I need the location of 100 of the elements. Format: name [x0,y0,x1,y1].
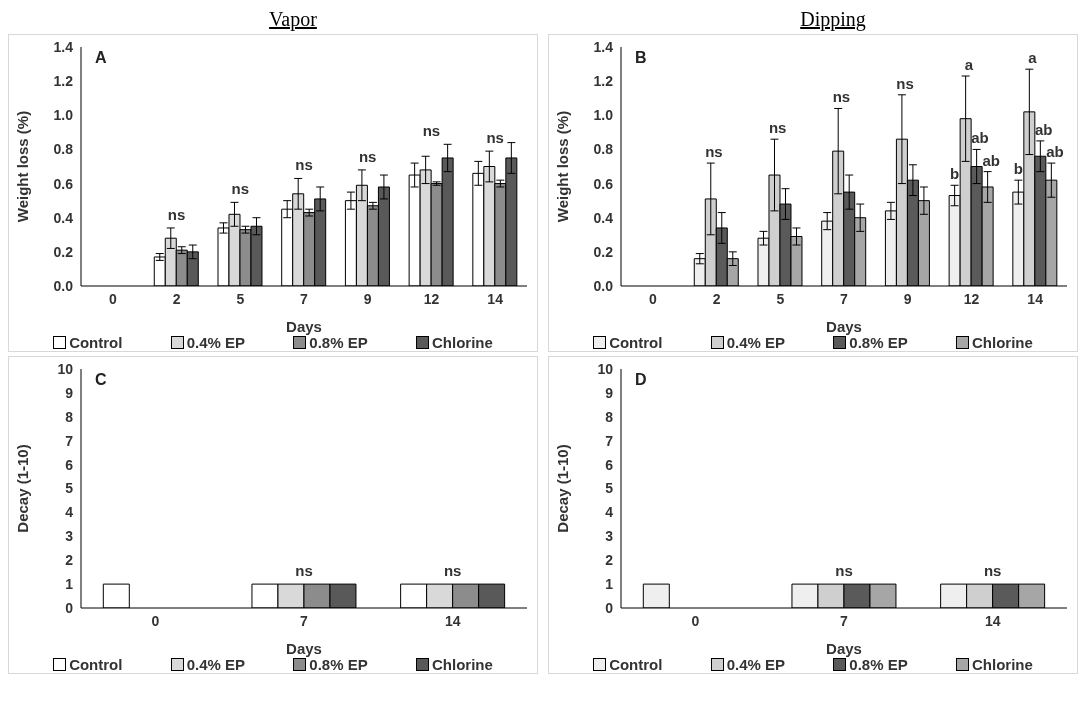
x-tick-label: 2 [172,290,181,307]
x-tick-label: 0 [151,612,160,629]
annotation: ns [443,562,462,580]
x-tick-label: 5 [776,290,785,307]
y-tick-label: 1 [605,576,614,593]
y-tick-label: 0 [65,599,74,616]
y-tick-label: 1.0 [593,107,614,124]
data-label: ns [705,143,723,161]
y-tick-label: 6 [605,456,614,473]
chart-title: Dipping [799,8,867,33]
legend-label: Control [68,656,123,673]
x-tick-label: 14 [1027,290,1044,307]
y-axis-title: Weight loss (%) [554,110,572,223]
x-tick-label: 0 [108,290,117,307]
legend-label: 0.8% EP [849,656,908,673]
y-tick-label: 3 [65,528,74,545]
annotation: ns [486,129,504,147]
y-tick-label: 6 [65,456,74,473]
y-tick-label: 1.0 [53,107,74,124]
legend-label: Control [68,334,123,351]
data-label: b [1013,160,1023,178]
y-tick-label: 2 [65,552,74,569]
x-axis-title: Days [286,318,322,335]
y-tick-label: 0.0 [593,277,614,294]
legend-label: 0.8% EP [849,334,908,351]
y-tick-label: 7 [65,432,74,449]
y-tick-label: 2 [605,552,614,569]
x-tick-label: 7 [840,612,849,629]
annotation: ns [295,156,313,174]
data-label: b [950,165,960,183]
x-tick-label: 14 [444,612,461,629]
y-tick-label: 0.4 [53,209,74,226]
y-tick-label: 5 [605,480,614,497]
y-tick-label: 0.4 [593,209,614,226]
y-tick-label: 9 [65,384,74,401]
annotation: C [95,371,107,389]
data-label: ns [896,74,914,92]
legend-label: 0.4% EP [725,656,786,673]
x-tick-label: 12 [423,290,440,307]
x-tick-label: 7 [840,290,849,307]
x-tick-label: 9 [363,290,372,307]
legend-label: Chlorine [431,656,493,673]
y-tick-label: 8 [65,408,74,425]
x-tick-label: 14 [487,290,504,307]
legend-label: 0.8% EP [309,334,368,351]
y-tick-label: 0.8 [593,141,614,158]
y-tick-label: 10 [597,360,614,377]
y-tick-label: 0 [605,599,614,616]
data-label: ns [832,88,851,106]
annotation: ns [295,562,313,580]
x-tick-label: 14 [984,612,1001,629]
data-label: ab [1046,143,1064,161]
annotation: ns [231,180,250,198]
y-tick-label: 1.4 [593,38,614,55]
legend-label: 0.8% EP [309,656,368,673]
data-label: a [1028,49,1038,67]
y-axis-title: Decay (1-10) [554,444,572,533]
x-tick-label: 0 [691,612,700,629]
y-tick-label: 0.6 [593,175,614,192]
annotation: A [95,49,107,67]
y-tick-label: 1.4 [53,38,74,55]
y-tick-label: 10 [57,360,74,377]
y-tick-label: 0.6 [53,175,74,192]
data-label: a [964,56,974,74]
x-axis-title: Days [826,640,862,657]
x-axis-title: Days [286,640,322,657]
legend-label: Chlorine [971,334,1033,351]
legend-label: 0.4% EP [185,334,246,351]
y-tick-label: 1.2 [53,73,74,90]
y-tick-label: 0.8 [53,141,74,158]
y-axis-title: Weight loss (%) [14,110,32,223]
x-tick-label: 9 [903,290,912,307]
y-tick-label: 9 [605,384,614,401]
y-tick-label: 1 [65,576,74,593]
y-tick-label: 3 [605,528,614,545]
x-tick-label: 7 [300,290,309,307]
legend-label: Control [608,656,663,673]
data-label: ab [1034,120,1053,138]
annotation: ns [422,122,441,140]
y-tick-label: 7 [605,432,614,449]
y-axis-title: Decay (1-10) [14,444,32,533]
x-tick-label: 5 [236,290,245,307]
annotation: ns [358,147,377,165]
y-tick-label: 0.2 [593,243,614,260]
legend-label: 0.4% EP [725,334,786,351]
x-tick-label: 7 [300,612,309,629]
annotation: B [635,49,647,67]
annotation: ns [167,205,186,223]
y-tick-label: 5 [65,480,74,497]
y-tick-label: 1.2 [593,73,614,90]
x-tick-label: 12 [963,290,980,307]
y-tick-label: 0.0 [53,277,74,294]
y-tick-label: 4 [605,504,614,521]
y-tick-label: 0.2 [53,243,74,260]
chart-title: Vapor [268,8,318,33]
annotation: D [635,371,647,389]
x-axis-title: Days [826,318,862,335]
y-tick-label: 8 [605,408,614,425]
data-label: ab [982,151,1000,169]
annotation: ns [983,562,1002,580]
